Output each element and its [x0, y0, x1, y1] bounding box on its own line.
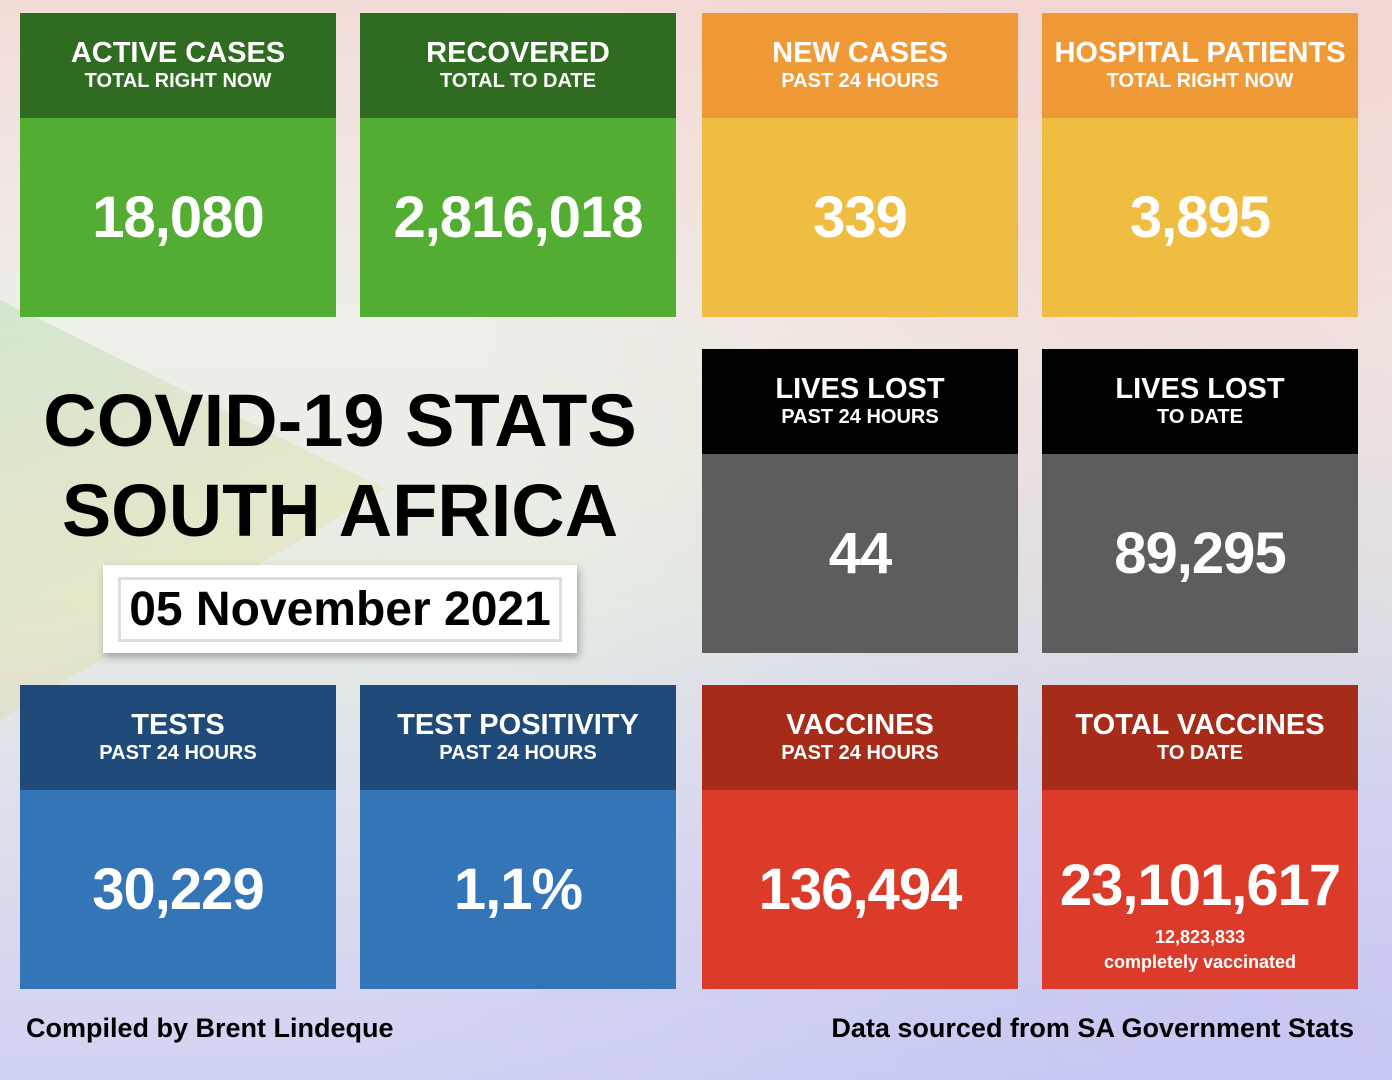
page-title-line2: SOUTH AFRICA — [61, 469, 619, 552]
card-subtitle: PAST 24 HOURS — [781, 70, 939, 92]
fully-vaccinated-count: 12,823,833 completely vaccinated — [1104, 925, 1296, 975]
date-label: 05 November 2021 — [118, 576, 562, 642]
fully-vaccinated-label: completely vaccinated — [1103, 952, 1297, 972]
card-subtitle: TOTAL RIGHT NOW — [84, 70, 272, 92]
card-title: VACCINES — [786, 709, 934, 741]
card-subtitle: TOTAL RIGHT NOW — [1106, 70, 1294, 92]
card-value: 3,895 — [1129, 185, 1271, 250]
fully-vaccinated-number: 12,823,833 — [1154, 927, 1246, 947]
card-subtitle: TO DATE — [1157, 742, 1243, 764]
card-title: TESTS — [131, 709, 225, 741]
footer-credit: Compiled by Brent Lindeque — [26, 1013, 394, 1043]
card-subtitle: PAST 24 HOURS — [99, 742, 257, 764]
card-subtitle: PAST 24 HOURS — [781, 742, 939, 764]
card-new-cases: NEW CASES PAST 24 HOURS 339 — [702, 13, 1018, 317]
card-value: 1,1% — [453, 857, 583, 922]
card-total-vaccines: TOTAL VACCINES TO DATE 23,101,617 12,823,83… — [1042, 685, 1358, 989]
card-title: LIVES LOST — [1115, 373, 1285, 405]
page-title-line1: COVID-19 STATS — [43, 379, 637, 462]
card-title: LIVES LOST — [775, 373, 945, 405]
card-title: RECOVERED — [426, 37, 610, 69]
card-title: TOTAL VACCINES — [1075, 709, 1325, 741]
card-lives-lost-total: LIVES LOST TO DATE 89,295 — [1042, 349, 1358, 653]
card-subtitle: TO DATE — [1157, 406, 1243, 428]
card-subtitle: TOTAL TO DATE — [440, 70, 596, 92]
card-recovered: RECOVERED TOTAL TO DATE 2,816,018 — [360, 13, 676, 317]
date-box: 05 November 2021 — [103, 565, 577, 653]
card-test-positivity: TEST POSITIVITY PAST 24 HOURS 1,1% — [360, 685, 676, 989]
card-value: 2,816,018 — [393, 185, 643, 250]
card-tests: TESTS PAST 24 HOURS 30,229 — [20, 685, 336, 989]
card-active-cases: ACTIVE CASES TOTAL RIGHT NOW 18,080 — [20, 13, 336, 317]
card-hospital-patients: HOSPITAL PATIENTS TOTAL RIGHT NOW 3,895 — [1042, 13, 1358, 317]
card-lives-lost-24h: LIVES LOST PAST 24 HOURS 44 — [702, 349, 1018, 653]
card-subtitle: PAST 24 HOURS — [781, 406, 939, 428]
card-vaccines-24h: VACCINES PAST 24 HOURS 136,494 — [702, 685, 1018, 989]
card-value: 136,494 — [758, 857, 963, 922]
card-value: 89,295 — [1114, 521, 1286, 586]
card-title: HOSPITAL PATIENTS — [1054, 37, 1346, 69]
card-value: 23,101,617 — [1059, 853, 1341, 918]
card-value: 44 — [828, 521, 893, 586]
card-title: ACTIVE CASES — [70, 37, 286, 69]
footer-source: Data sourced from SA Government Stats — [831, 1013, 1354, 1043]
card-title: TEST POSITIVITY — [397, 709, 639, 741]
card-value: 18,080 — [92, 185, 264, 250]
card-value: 339 — [813, 185, 908, 250]
card-subtitle: PAST 24 HOURS — [439, 742, 597, 764]
card-title: NEW CASES — [772, 37, 948, 69]
card-value: 30,229 — [92, 857, 264, 922]
